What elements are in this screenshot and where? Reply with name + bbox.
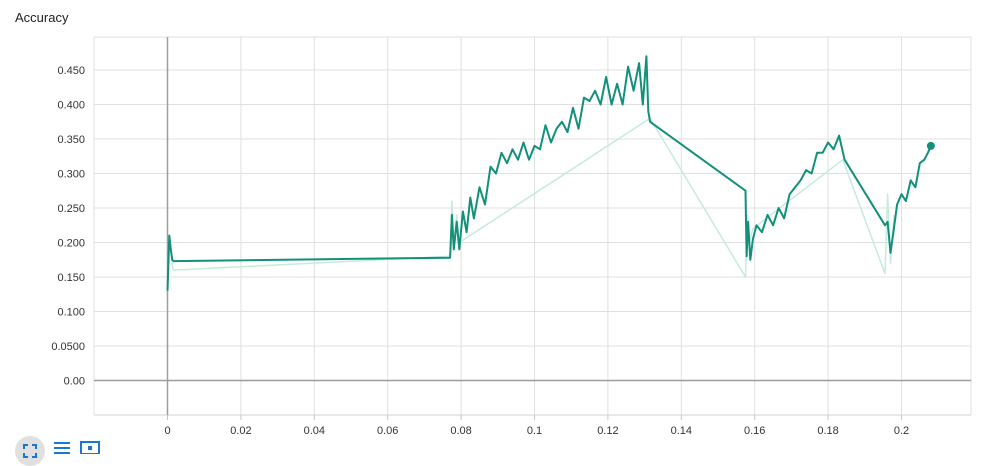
- series: [166, 55, 935, 291]
- y-tick-label: 0.300: [57, 169, 85, 181]
- x-tick-label: 0.18: [817, 425, 838, 437]
- download-icon: [80, 441, 100, 454]
- x-tick-label: 0.2: [894, 425, 909, 437]
- x-tick-label: 0: [164, 425, 170, 437]
- y-tick-label: 0.200: [57, 238, 85, 250]
- x-tick-label: 0.04: [304, 425, 325, 437]
- x-tick-label: 0.06: [377, 425, 398, 437]
- toggle-log-scale-button[interactable]: [51, 436, 73, 458]
- grid: [93, 36, 972, 416]
- y-axis: 0.00 0.0500 0.100 0.150 0.200 0.250 0.300 0.350…: [51, 65, 85, 388]
- y-tick-label: 0.150: [57, 272, 85, 284]
- y-tick-label: 0.0500: [51, 341, 85, 353]
- axes: [94, 37, 971, 415]
- raw-series-line: [166, 117, 895, 291]
- accuracy-chart[interactable]: 0.00 0.0500 0.100 0.150 0.200 0.250 0.300 0.350…: [0, 0, 983, 453]
- y-tick-label: 0.350: [57, 134, 85, 146]
- chart-title: Accuracy: [15, 10, 69, 25]
- y-tick-label: 0.00: [64, 376, 85, 388]
- y-tick-label: 0.250: [57, 203, 85, 215]
- last-point-marker: [926, 141, 935, 150]
- y-tick-label: 0.400: [57, 100, 85, 112]
- download-button[interactable]: [79, 436, 101, 458]
- x-tick-label: 0.14: [671, 425, 692, 437]
- fit-to-data-button[interactable]: [15, 436, 45, 466]
- x-axis: 0 0.02 0.04 0.06 0.08 0.1 0.12 0.14 0.16 0.18 0.2: [164, 415, 909, 437]
- x-tick-label: 0.12: [597, 425, 618, 437]
- x-tick-label: 0.08: [450, 425, 471, 437]
- toggle-log-scale-icon: [54, 442, 70, 454]
- y-tick-label: 0.450: [57, 65, 85, 77]
- chart-toolbar: [15, 436, 101, 466]
- y-tick-label: 0.100: [57, 307, 85, 319]
- smoothed-series-line: [166, 55, 932, 291]
- fit-to-data-icon: [23, 444, 37, 458]
- x-tick-label: 0.1: [527, 425, 542, 437]
- x-tick-label: 0.16: [744, 425, 765, 437]
- x-tick-label: 0.02: [230, 425, 251, 437]
